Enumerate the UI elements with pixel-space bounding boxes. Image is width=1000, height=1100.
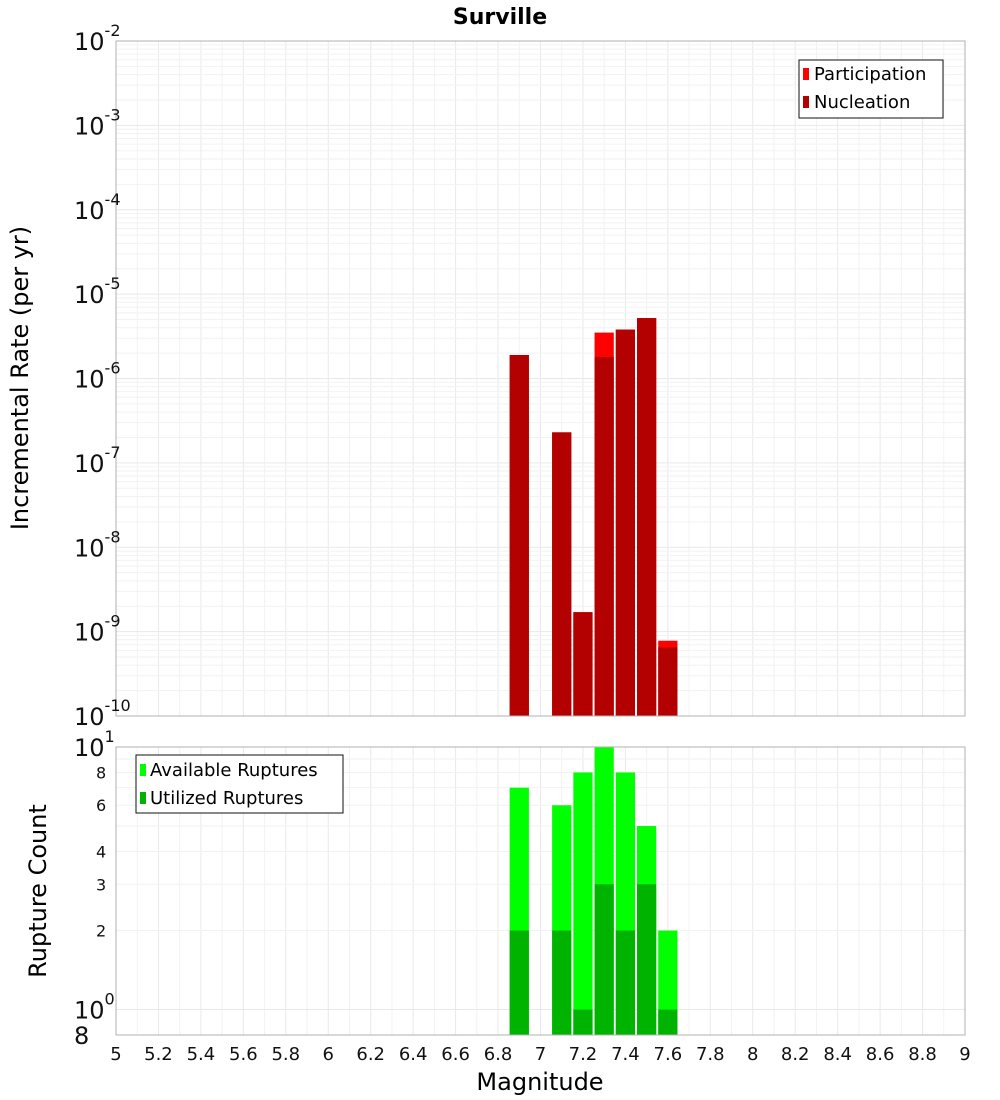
bottom-bars [509,747,678,1035]
bar-nucleation [594,356,614,716]
bottom-plot-frame [115,746,966,1036]
x-tick-label: 6.8 [484,1044,513,1065]
x-tick-label: 8.2 [781,1044,810,1065]
bottom-y-tick-label: 3 [96,875,106,894]
legend-swatch-utilized-ruptures [140,792,146,804]
x-tick-label: 7.8 [696,1044,725,1065]
legend-swatch-nucleation [803,96,809,108]
top-y-tick-label: 10-3 [74,105,121,140]
bar-nucleation [615,329,636,716]
x-tick-labels: 5 5.2 5.4 5.6 5.8 6 6.2 6.4 6.6 6.8 7 7.2 7.4 7.6 7.8 8… [110,1044,970,1065]
x-tick-label: 6.6 [441,1044,470,1065]
x-tick-label: 7.6 [654,1044,683,1065]
legend-label-available-ruptures: Available Ruptures [150,760,318,781]
x-tick-label: 7 [535,1044,546,1065]
top-plot-frame [115,40,966,717]
bottom-y-axis-label: Rupture Count [24,804,52,978]
bottom-legend: Available Ruptures Utilized Ruptures [135,754,344,814]
x-axis-label: Magnitude [476,1068,603,1096]
top-grid [115,40,966,717]
top-y-tick-label: 10-9 [74,612,121,647]
bottom-y-tick-label: 4 [96,842,106,861]
chart-title: Surville [453,5,547,30]
legend-label-utilized-ruptures: Utilized Ruptures [150,788,303,809]
x-tick-label: 8 [747,1044,758,1065]
x-tick-label: 8.4 [823,1044,852,1065]
x-tick-label: 6.2 [356,1044,385,1065]
legend-label-nucleation: Nucleation [814,92,910,113]
top-bars [509,318,678,716]
bar-nucleation [509,354,529,716]
x-tick-label: 6 [323,1044,334,1065]
bottom-y-tick-label: 100 [74,990,115,1025]
top-legend-box [798,59,944,119]
bar-nucleation [573,612,593,716]
top-y-tick-label: 10-8 [74,527,121,562]
bar-nucleation [637,318,657,716]
x-tick-label: 5.6 [229,1044,258,1065]
x-tick-label: 5.2 [144,1044,173,1065]
bar-utilized-ruptures [552,930,572,1035]
bar-utilized-ruptures [594,884,614,1035]
top-y-axis-label: Incremental Rate (per yr) [6,226,34,530]
legend-label-participation: Participation [814,64,926,85]
x-tick-label: 8.6 [866,1044,895,1065]
top-y-tick-label: 10-7 [74,443,121,478]
bar-available-ruptures [573,772,593,1035]
top-y-tick-label: 10-10 [74,696,131,731]
top-y-tick-labels: 10-10 10-9 10-8 10-7 10-6 10-5 10-4 10-3 10-2 [74,21,131,731]
x-tick-label: 5.8 [271,1044,300,1065]
top-panel: 10-10 10-9 10-8 10-7 10-6 10-5 10-4 10-3 10-2 In… [6,21,966,731]
bar-available-ruptures [658,930,678,1035]
legend-swatch-participation [803,68,809,80]
bottom-y-tick-label: 101 [74,727,115,762]
bottom-y-tick-label: 6 [96,796,106,815]
top-y-tick-label: 10-6 [74,359,121,394]
x-tick-label: 7.4 [611,1044,640,1065]
bottom-legend-box [135,754,344,814]
x-tick-label: 8.8 [908,1044,937,1065]
bar-utilized-ruptures [509,930,529,1035]
top-y-tick-label: 10-2 [74,21,121,56]
top-y-tick-label: 10-4 [74,190,121,225]
bar-utilized-ruptures [615,930,636,1035]
legend-swatch-available-ruptures [140,764,146,776]
x-tick-label: 5.4 [187,1044,216,1065]
bottom-y-tick-label: 8 [96,763,106,782]
bottom-y-tick-label: 2 [96,922,106,941]
bar-utilized-ruptures [637,884,657,1035]
top-y-tick-label: 10-5 [74,274,121,309]
bottom-y-tick-label: 8 [74,1022,89,1050]
bar-nucleation [658,647,678,716]
bar-utilized-ruptures [658,1009,678,1035]
x-tick-label: 7.2 [569,1044,598,1065]
x-tick-label: 6.4 [399,1044,428,1065]
x-tick-label: 5 [110,1044,121,1065]
top-legend: Participation Nucleation [798,59,944,119]
bar-nucleation [552,432,572,716]
x-tick-label: 9 [959,1044,970,1065]
bar-utilized-ruptures [573,1009,593,1035]
